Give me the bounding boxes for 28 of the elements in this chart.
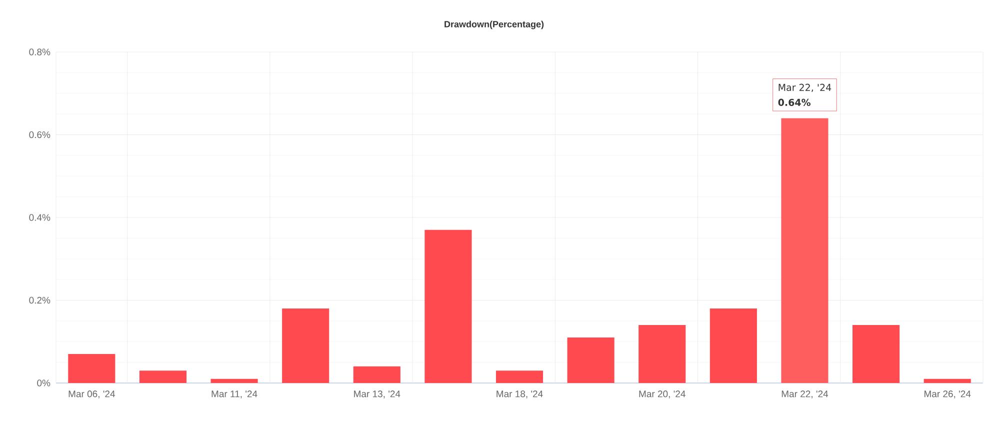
x-tick-label: Mar 13, '24 <box>354 390 400 398</box>
x-tick-label: Mar 26, '24 <box>924 390 971 398</box>
bar <box>567 337 614 383</box>
x-tick-label: Mar 20, '24 <box>639 390 686 398</box>
x-tick-label: Mar 11, '24 <box>212 390 258 398</box>
x-tick-label: Mar 18, '24 <box>496 390 543 398</box>
bar <box>68 354 116 383</box>
bar <box>638 325 686 383</box>
bar <box>353 366 400 383</box>
x-tick-label: Mar 22, '24 <box>782 390 828 398</box>
y-tick-label: 0.6% <box>29 131 50 138</box>
y-tick-label: 0.2% <box>29 296 50 304</box>
bar <box>282 308 330 383</box>
bar <box>139 370 186 383</box>
x-tick-label: Mar 06, '24 <box>68 390 115 398</box>
bar <box>710 308 757 383</box>
y-tick-label: 0.8% <box>29 48 50 56</box>
annotation: 0.64% <box>778 98 811 106</box>
bar <box>424 230 472 383</box>
bar <box>852 325 900 383</box>
y-tick-label: 0.4% <box>29 214 50 221</box>
y-tick-label: 0% <box>37 380 50 386</box>
chart-title: Drawdown(Percentage) <box>444 20 544 30</box>
bar <box>924 378 971 383</box>
bar <box>496 370 544 383</box>
annotation: Mar 22, '24 <box>778 84 832 92</box>
bar <box>781 118 828 383</box>
bar <box>210 378 258 383</box>
